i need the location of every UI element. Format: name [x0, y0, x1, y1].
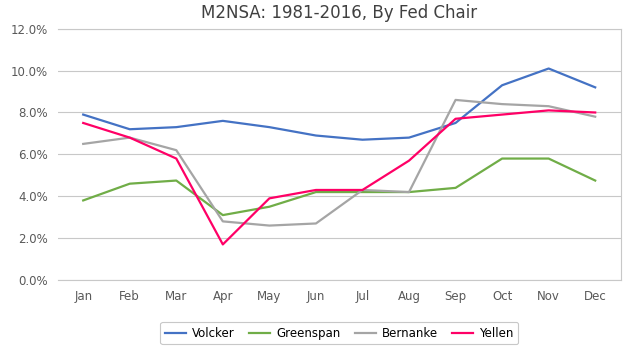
Volcker — [358, 137, 366, 142]
Volcker — [219, 119, 227, 123]
Bernanke — [405, 190, 413, 194]
Yellen — [545, 108, 552, 113]
Greenspan — [499, 157, 506, 161]
Greenspan — [126, 182, 134, 186]
Volcker — [126, 127, 134, 131]
Yellen — [358, 188, 366, 192]
Bernanke — [172, 148, 180, 152]
Legend: Volcker, Greenspan, Bernanke, Yellen: Volcker, Greenspan, Bernanke, Yellen — [160, 322, 518, 345]
Bernanke — [452, 98, 460, 102]
Yellen — [405, 158, 413, 163]
Bernanke — [545, 104, 552, 108]
Bernanke — [79, 142, 87, 146]
Bernanke — [126, 135, 134, 140]
Greenspan — [172, 178, 180, 183]
Bernanke — [591, 115, 599, 119]
Greenspan — [219, 213, 227, 217]
Bernanke — [312, 221, 320, 226]
Volcker — [499, 83, 506, 87]
Greenspan — [545, 157, 552, 161]
Line: Bernanke: Bernanke — [83, 100, 595, 225]
Bernanke — [358, 188, 366, 192]
Greenspan — [79, 198, 87, 202]
Volcker — [79, 112, 87, 117]
Volcker — [405, 135, 413, 140]
Volcker — [312, 133, 320, 137]
Bernanke — [499, 102, 506, 106]
Greenspan — [266, 205, 273, 209]
Title: M2NSA: 1981-2016, By Fed Chair: M2NSA: 1981-2016, By Fed Chair — [201, 4, 477, 22]
Greenspan — [591, 178, 599, 183]
Greenspan — [358, 190, 366, 194]
Greenspan — [452, 186, 460, 190]
Volcker — [172, 125, 180, 129]
Yellen — [126, 135, 134, 140]
Volcker — [591, 85, 599, 89]
Greenspan — [312, 190, 320, 194]
Yellen — [266, 196, 273, 200]
Volcker — [266, 125, 273, 129]
Line: Greenspan: Greenspan — [83, 159, 595, 215]
Yellen — [79, 121, 87, 125]
Volcker — [545, 66, 552, 71]
Bernanke — [266, 223, 273, 228]
Line: Yellen: Yellen — [83, 111, 595, 244]
Line: Volcker: Volcker — [83, 69, 595, 140]
Bernanke — [219, 219, 227, 224]
Yellen — [172, 157, 180, 161]
Greenspan — [405, 190, 413, 194]
Yellen — [591, 110, 599, 115]
Yellen — [312, 188, 320, 192]
Yellen — [499, 112, 506, 117]
Yellen — [452, 117, 460, 121]
Yellen — [219, 242, 227, 247]
Volcker — [452, 121, 460, 125]
